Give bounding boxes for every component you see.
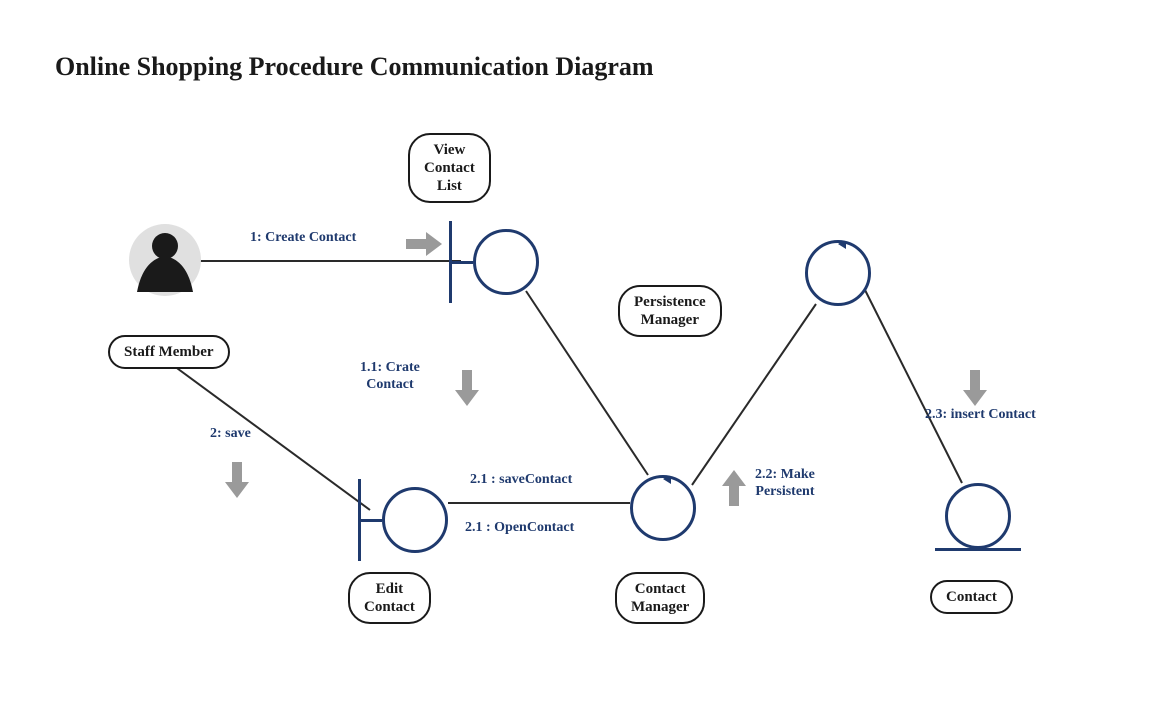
message-2-3-insert-contact: 2.3: insert Contact [925,407,1036,424]
edit-contact-label: EditContact [348,572,431,624]
message-2-2-make-persistent: 2.2: MakePersistent [755,467,815,501]
persistence-manager-control-arrow [806,241,876,311]
contact-manager-label: ContactManager [615,572,705,624]
contact-manager-node [630,475,696,541]
persistence-manager-node [805,240,871,306]
view-contact-list-label-text: ViewContactList [424,142,475,194]
persistence-manager-label-text: PersistenceManager [634,294,706,328]
edit-contact-boundary-connector [358,519,382,522]
message-1-create-contact: 1: Create Contact [250,230,356,247]
message-2-save: 2: save [210,426,251,443]
actor-icon [125,220,205,300]
message-2-1-open-contact: 2.1 : OpenContact [465,520,574,537]
message-1-1-text: 1.1: CrateContact [360,360,420,392]
diagram-title: Online Shopping Procedure Communication … [55,52,654,82]
edit-contact-label-text: EditContact [364,581,415,615]
message-1-1-create-contact: 1.1: CrateContact [360,360,420,394]
contact-label-text: Contact [946,589,997,605]
view-contact-list-boundary-connector [449,261,473,264]
contact-manager-label-text: ContactManager [631,581,689,615]
contact-node [945,483,1011,549]
contact-manager-control-arrow [631,476,701,546]
actor-label: Staff Member [108,335,230,369]
view-contact-list-node [473,229,539,295]
message-2-1-save-contact: 2.1 : saveContact [470,472,572,489]
contact-label: Contact [930,580,1013,614]
message-2-2-text: 2.2: MakePersistent [755,467,815,499]
view-contact-list-label: ViewContactList [408,133,491,203]
edit-contact-node [382,487,448,553]
persistence-manager-label: PersistenceManager [618,285,722,337]
